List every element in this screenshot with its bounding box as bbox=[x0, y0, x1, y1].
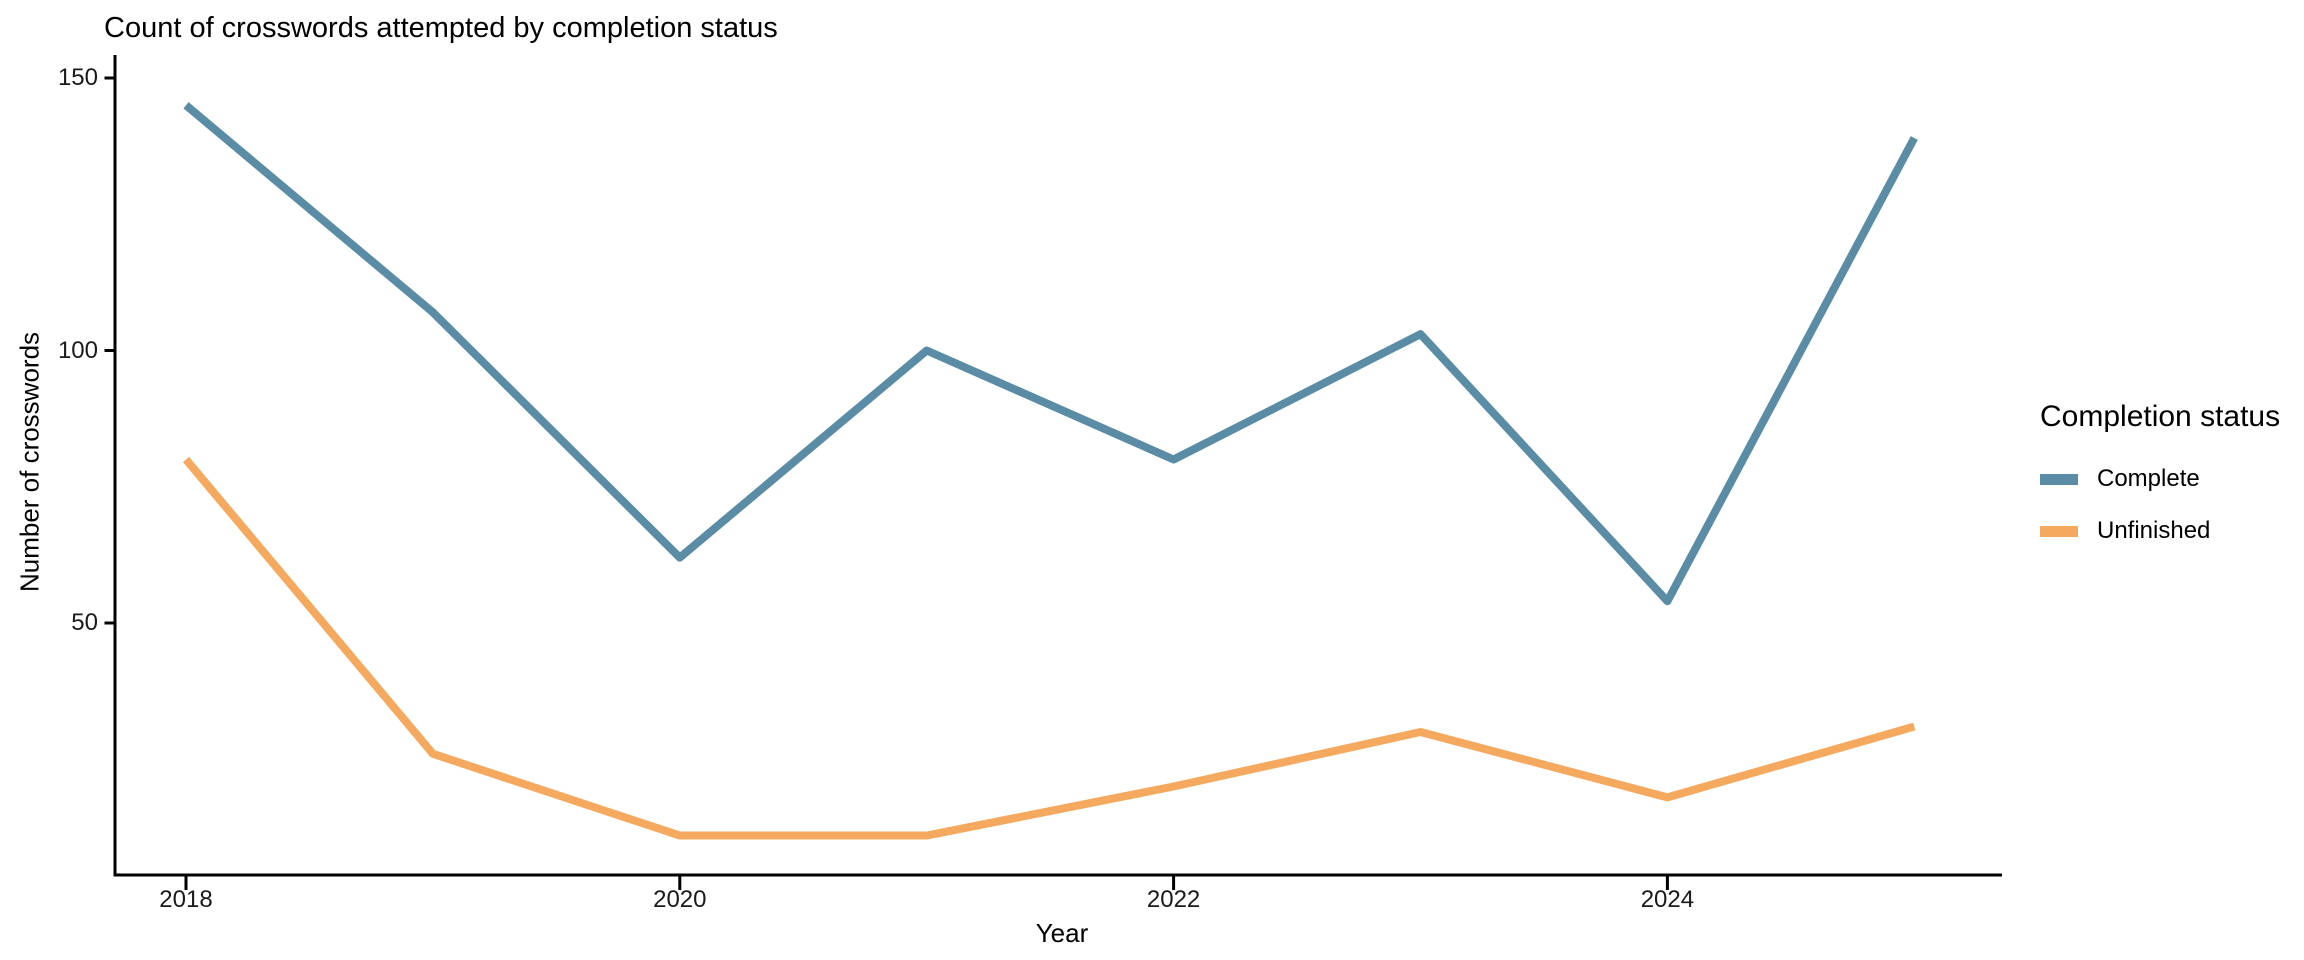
x-tick-label: 2020 bbox=[653, 886, 707, 913]
x-tick-label: 2024 bbox=[1640, 886, 1695, 913]
legend: Completion status Complete Unfinished bbox=[2040, 400, 2304, 545]
legend-swatch-complete bbox=[2040, 473, 2078, 485]
legend-item: Unfinished bbox=[2040, 517, 2304, 545]
y-tick-label: 100 bbox=[57, 336, 98, 364]
x-tick-label: 2022 bbox=[1146, 886, 1201, 913]
y-axis-title: Number of crosswords bbox=[14, 331, 45, 593]
legend-item-label: Complete bbox=[2097, 465, 2200, 492]
legend-item: Complete bbox=[2040, 465, 2304, 493]
y-tick-label: 50 bbox=[71, 609, 98, 636]
legend-item-label: Unfinished bbox=[2097, 517, 2211, 544]
x-axis-title: Year bbox=[1035, 918, 1089, 948]
series-line-complete bbox=[183, 102, 1918, 606]
legend-title: Completion status bbox=[2040, 400, 2281, 433]
legend-swatch-unfinished bbox=[2040, 525, 2078, 537]
chart-title: Count of crosswords attempted by complet… bbox=[104, 12, 778, 44]
series-line-unfinished bbox=[182, 456, 1916, 840]
y-tick-label: 150 bbox=[57, 64, 98, 91]
x-tick-label: 2018 bbox=[159, 886, 213, 913]
